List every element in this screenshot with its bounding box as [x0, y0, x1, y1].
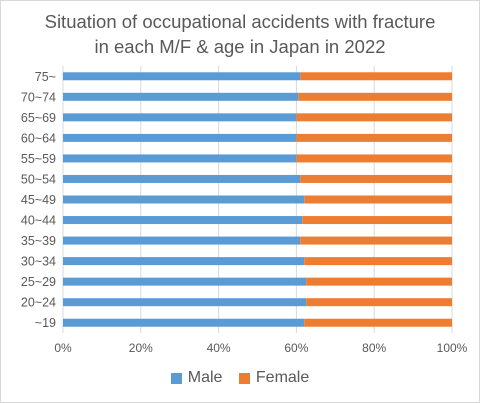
x-tick-label-2: 40% — [207, 341, 231, 355]
y-category-label-1: 70~74 — [21, 90, 56, 104]
bar-female-6 — [304, 195, 452, 204]
bar-male-11 — [63, 298, 307, 307]
x-tick-label-5: 100% — [437, 341, 468, 355]
x-tick-label-3: 60% — [284, 341, 308, 355]
y-category-label-5: 50~54 — [21, 172, 56, 186]
bar-male-4 — [63, 154, 297, 163]
bar-female-8 — [300, 236, 452, 245]
y-category-label-12: ~19 — [35, 316, 56, 330]
bar-male-6 — [63, 195, 305, 204]
chart-legend: Male Female — [0, 369, 480, 389]
x-tick-label-4: 80% — [362, 341, 386, 355]
chart-title-line-2: in each M/F & age in Japan in 2022 — [94, 36, 386, 57]
legend-swatch-female — [238, 372, 250, 384]
y-category-label-0: 75~ — [35, 70, 56, 84]
bar-female-9 — [304, 257, 452, 266]
bar-female-7 — [302, 216, 452, 225]
chart-title: Situation of occupational accidents with… — [0, 9, 480, 59]
y-category-label-2: 65~69 — [21, 111, 56, 125]
bar-female-0 — [300, 72, 452, 81]
legend-label-female: Female — [255, 369, 310, 386]
y-category-label-10: 25~29 — [21, 275, 56, 289]
y-category-label-11: 20~24 — [21, 296, 56, 310]
legend-swatch-male — [170, 372, 182, 384]
y-category-label-6: 45~49 — [21, 193, 56, 207]
bar-female-3 — [296, 133, 452, 142]
y-category-label-8: 35~39 — [21, 234, 56, 248]
bar-male-7 — [63, 216, 303, 225]
bar-female-4 — [296, 154, 452, 163]
bar-male-1 — [63, 92, 299, 101]
bar-female-2 — [296, 113, 452, 122]
x-tick-label-1: 20% — [129, 341, 153, 355]
y-category-label-7: 40~44 — [21, 214, 56, 228]
bar-female-11 — [306, 298, 452, 307]
legend-label-male: Male — [187, 369, 223, 386]
bar-male-9 — [63, 257, 305, 266]
y-category-label-4: 55~59 — [21, 152, 56, 166]
bar-male-0 — [63, 72, 301, 81]
bar-male-12 — [63, 318, 305, 327]
y-category-label-3: 60~64 — [21, 131, 56, 145]
bar-male-8 — [63, 236, 301, 245]
bar-male-2 — [63, 113, 297, 122]
legend-item-female: Female — [238, 369, 310, 387]
bar-female-12 — [304, 318, 452, 327]
x-tick-label-0: 0% — [54, 341, 72, 355]
bar-male-3 — [63, 133, 297, 142]
bar-male-5 — [63, 174, 301, 183]
bar-female-10 — [306, 277, 452, 286]
bar-female-1 — [298, 92, 452, 101]
chart-title-line-1: Situation of occupational accidents with… — [44, 11, 436, 32]
legend-item-male: Male — [170, 369, 223, 387]
y-category-label-9: 30~34 — [21, 255, 56, 269]
bar-male-10 — [63, 277, 307, 286]
bar-female-5 — [300, 174, 452, 183]
